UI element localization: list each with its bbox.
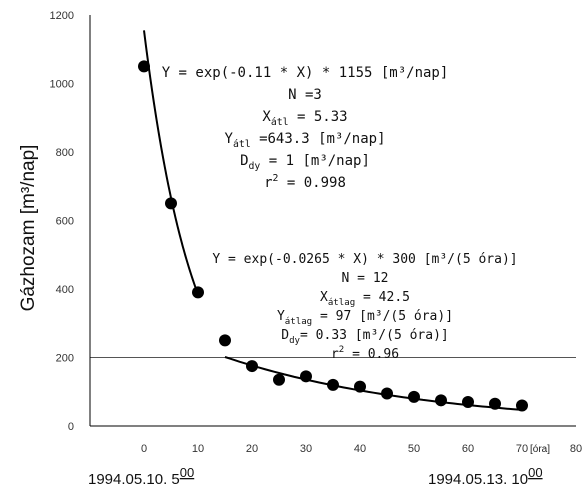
data-point — [381, 387, 393, 400]
x-tick-labels: 0 10 20 30 40 50 60 70 80 — [141, 443, 582, 455]
annotation-text: r — [331, 347, 339, 362]
y-tick-label: 0 — [68, 421, 74, 433]
data-point — [273, 373, 285, 386]
date-label-end: 1994.05.13. 1000 — [428, 465, 543, 488]
annotation-line: Ddy = 1 [m³/nap] — [240, 153, 370, 172]
y-tick-labels: 0 200 400 600 800 1000 1200 — [50, 10, 74, 433]
annotation-value: = 0.33 [m³/(5 óra)] — [300, 328, 449, 343]
data-point — [300, 370, 312, 383]
data-point — [489, 397, 501, 410]
date-labels: 1994.05.10. 500 1994.05.13. 1000 — [88, 465, 543, 488]
regression-annotations: Y = exp(-0.11 * X) * 1155 [m³/nap] N =3 Xá… — [162, 65, 518, 362]
annotation-text: X — [262, 109, 271, 125]
annotation-value: = 0.998 — [278, 175, 345, 191]
annotation-text: Y — [225, 131, 234, 147]
data-point — [327, 378, 339, 391]
x-tick-label: 40 — [354, 443, 366, 455]
y-tick-label: 1000 — [50, 79, 74, 91]
annotation-text: r — [264, 175, 272, 191]
x-tick-label: 20 — [246, 443, 258, 455]
data-point — [192, 286, 204, 299]
fit-curve — [224, 356, 523, 411]
data-point — [246, 360, 258, 373]
data-point — [516, 399, 528, 412]
annotation-line: N = 12 — [342, 271, 389, 286]
y-tick-label: 1200 — [50, 10, 74, 22]
annotation-text: D — [281, 328, 289, 343]
data-points — [138, 60, 528, 412]
x-tick-label: 60 — [462, 443, 474, 455]
annotation-text: X — [320, 290, 328, 305]
annotation-text: N =3 — [288, 87, 322, 103]
data-point — [219, 334, 231, 347]
x-tick-label: 10 — [192, 443, 204, 455]
data-point — [138, 60, 150, 73]
annotation-text: Y = exp(-0.0265 * X) * 300 [m³/(5 óra)] — [212, 252, 517, 267]
date-superscript: 00 — [528, 465, 542, 480]
date-label-start: 1994.05.10. 500 — [88, 465, 194, 488]
annotation-value: = 0.96 — [344, 347, 399, 362]
annotation-value: = 97 [m³/(5 óra)] — [312, 309, 453, 324]
y-tick-label: 200 — [56, 353, 74, 365]
annotation-line: N =3 — [288, 87, 322, 103]
annotation-subscript: dy — [289, 336, 300, 346]
annotation-line: Yátlag = 97 [m³/(5 óra)] — [277, 309, 453, 327]
y-tick-label: 800 — [56, 147, 74, 159]
date-superscript: 00 — [180, 465, 194, 480]
annotation-superscript: 2 — [339, 345, 344, 355]
y-tick-label: 400 — [56, 284, 74, 296]
annotation-value: = 42.5 — [355, 290, 410, 305]
annotation-text: D — [240, 153, 248, 169]
data-point — [435, 394, 447, 407]
y-tick-label: 600 — [56, 216, 74, 228]
annotation-subscript: dy — [249, 161, 261, 172]
annotation-text: Y — [277, 309, 285, 324]
annotation-superscript: 2 — [273, 173, 279, 184]
annotation-value: = 1 [m³/nap] — [260, 153, 370, 169]
x-tick-label: 30 — [300, 443, 312, 455]
annotation-subscript: átlag — [285, 317, 312, 327]
annotation-value: =643.3 [m³/nap] — [251, 131, 386, 147]
annotation-line: Y = exp(-0.11 * X) * 1155 [m³/nap] — [162, 65, 449, 81]
data-point — [165, 197, 177, 210]
data-point — [354, 380, 366, 393]
annotation-line: r2 = 0.998 — [264, 173, 346, 191]
annotation-line: Xátlag = 42.5 — [320, 290, 410, 308]
date-text: 1994.05.13. 10 — [428, 471, 528, 488]
x-tick-label: 80 — [570, 443, 582, 455]
annotation-line: Yátl =643.3 [m³/nap] — [225, 131, 386, 150]
x-tick-label: 0 — [141, 443, 147, 455]
date-text: 1994.05.10. 5 — [88, 471, 180, 488]
data-point — [408, 390, 420, 403]
x-unit-label: [óra] — [530, 444, 550, 455]
annotation-line: r2 = 0.96 — [331, 345, 399, 362]
annotation-line: Ddy= 0.33 [m³/(5 óra)] — [281, 328, 449, 346]
axes — [89, 15, 576, 427]
annotation-text: N = 12 — [342, 271, 389, 286]
x-tick-label: 70 — [516, 443, 528, 455]
annotation-text: Y = exp(-0.11 * X) * 1155 [m³/nap] — [162, 65, 449, 81]
annotation-line: Xátl = 5.33 — [262, 109, 347, 128]
y-axis-label: Gázhozam [m³/nap] — [18, 145, 39, 312]
annotation-subscript: átl — [233, 138, 251, 150]
annotation-subscript: átlag — [328, 298, 355, 308]
x-tick-label: 50 — [408, 443, 420, 455]
annotation-subscript: átl — [271, 116, 289, 128]
annotation-line: Y = exp(-0.0265 * X) * 300 [m³/(5 óra)] — [212, 252, 517, 267]
annotation-value: = 5.33 — [289, 109, 348, 125]
data-point — [462, 396, 474, 409]
